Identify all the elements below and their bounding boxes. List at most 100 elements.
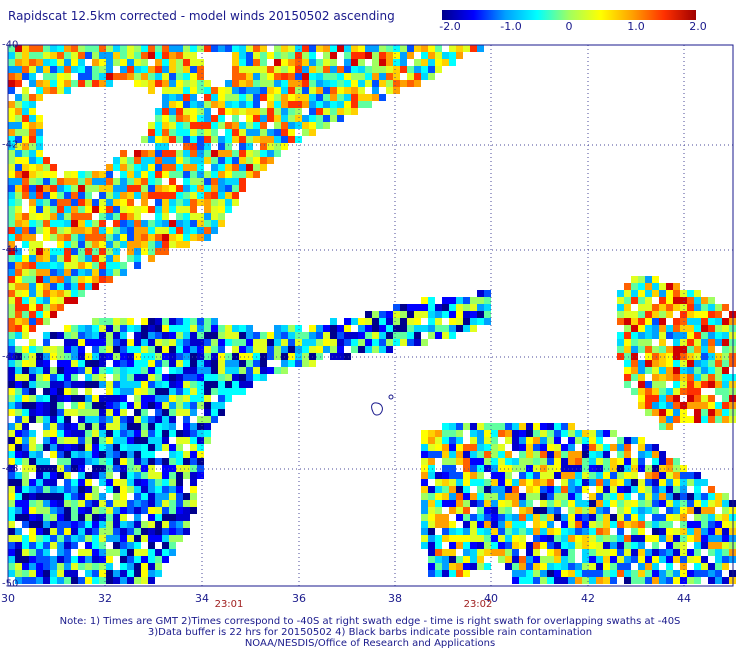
wind-cell <box>155 332 162 339</box>
wind-cell <box>470 493 477 500</box>
wind-cell <box>596 458 603 465</box>
wind-cell <box>176 472 183 479</box>
wind-cell <box>141 423 148 430</box>
wind-cell <box>358 73 365 80</box>
wind-cell <box>85 381 92 388</box>
wind-cell <box>15 570 22 577</box>
wind-cell <box>148 248 155 255</box>
wind-cell <box>428 45 435 52</box>
wind-cell <box>169 199 176 206</box>
wind-cell <box>666 388 673 395</box>
wind-cell <box>694 416 701 423</box>
wind-cell <box>673 283 680 290</box>
wind-cell <box>99 234 106 241</box>
wind-cell <box>99 465 106 472</box>
wind-cell <box>218 192 225 199</box>
wind-cell <box>533 570 540 577</box>
wind-cell <box>631 290 638 297</box>
wind-cell <box>141 451 148 458</box>
wind-cell <box>624 339 631 346</box>
wind-cell <box>22 255 29 262</box>
wind-cell <box>92 521 99 528</box>
wind-cell <box>127 374 134 381</box>
wind-cell <box>176 514 183 521</box>
wind-cell <box>197 444 204 451</box>
wind-cell <box>218 171 225 178</box>
wind-cell <box>323 73 330 80</box>
wind-cell <box>204 423 211 430</box>
wind-cell <box>386 318 393 325</box>
wind-cell <box>239 346 246 353</box>
wind-cell <box>554 437 561 444</box>
wind-cell <box>351 80 358 87</box>
wind-cell <box>435 563 442 570</box>
wind-cell <box>253 157 260 164</box>
wind-cell <box>183 423 190 430</box>
wind-cell <box>197 381 204 388</box>
wind-cell <box>71 479 78 486</box>
wind-cell <box>512 493 519 500</box>
wind-cell <box>456 493 463 500</box>
wind-cell <box>15 346 22 353</box>
wind-cell <box>8 269 15 276</box>
wind-cell <box>176 458 183 465</box>
wind-cell <box>722 528 729 535</box>
wind-cell <box>162 493 169 500</box>
wind-cell <box>631 360 638 367</box>
wind-cell <box>134 59 141 66</box>
wind-cell <box>218 178 225 185</box>
wind-cell <box>85 367 92 374</box>
wind-cell <box>78 444 85 451</box>
wind-cell <box>148 80 155 87</box>
wind-cell <box>407 339 414 346</box>
wind-cell <box>29 339 36 346</box>
wind-cell <box>22 458 29 465</box>
wind-cell <box>155 73 162 80</box>
wind-cell <box>673 472 680 479</box>
wind-cell <box>708 325 715 332</box>
wind-cell <box>715 339 722 346</box>
wind-cell <box>610 577 617 584</box>
wind-cell <box>358 325 365 332</box>
wind-cell <box>470 318 477 325</box>
wind-cell <box>99 353 106 360</box>
wind-cell <box>36 52 43 59</box>
wind-cell <box>50 346 57 353</box>
wind-cell <box>680 535 687 542</box>
wind-cell <box>162 122 169 129</box>
wind-cell <box>456 325 463 332</box>
wind-cell <box>687 353 694 360</box>
wind-cell <box>582 465 589 472</box>
wind-cell <box>120 402 127 409</box>
wind-cell <box>617 297 624 304</box>
wind-cell <box>92 241 99 248</box>
wind-cell <box>519 521 526 528</box>
wind-cell <box>57 500 64 507</box>
wind-cell <box>239 59 246 66</box>
wind-cell <box>722 535 729 542</box>
wind-cell <box>127 255 134 262</box>
wind-cell <box>260 164 267 171</box>
wind-cell <box>22 402 29 409</box>
wind-cell <box>652 318 659 325</box>
wind-cell <box>659 458 666 465</box>
wind-cell <box>288 115 295 122</box>
wind-cell <box>575 479 582 486</box>
wind-cell <box>148 528 155 535</box>
lon-label: 42 <box>581 592 595 605</box>
wind-cell <box>505 542 512 549</box>
wind-cell <box>99 66 106 73</box>
wind-cell <box>715 388 722 395</box>
wind-cell <box>589 444 596 451</box>
wind-cell <box>120 367 127 374</box>
wind-cell <box>148 458 155 465</box>
wind-cell <box>183 437 190 444</box>
wind-cell <box>113 458 120 465</box>
wind-cell <box>239 66 246 73</box>
wind-cell <box>666 409 673 416</box>
wind-cell <box>71 500 78 507</box>
colorbar <box>442 10 696 20</box>
wind-cell <box>484 521 491 528</box>
wind-cell <box>92 437 99 444</box>
wind-cell <box>169 59 176 66</box>
